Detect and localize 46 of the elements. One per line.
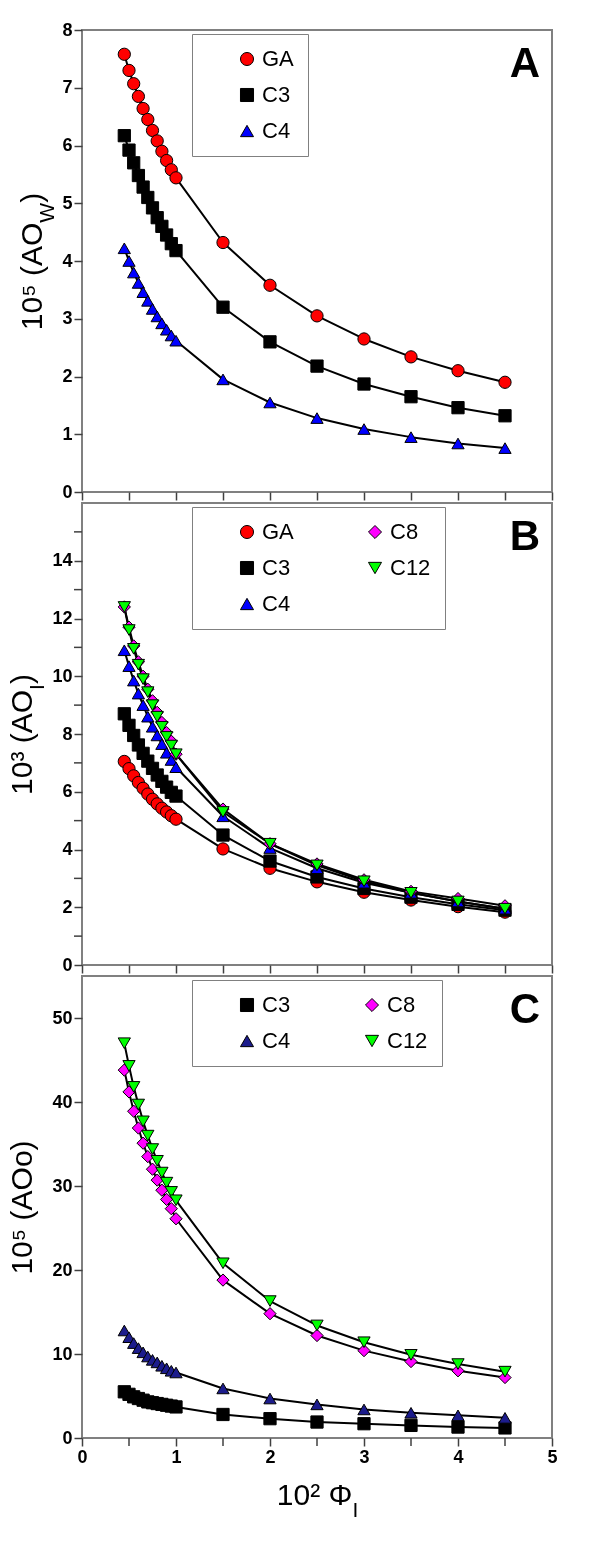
y-tick-label: 6: [62, 781, 73, 802]
legend-label: GA: [262, 519, 295, 544]
y-tick-label: 4: [62, 250, 73, 271]
legend-label: C3: [262, 82, 291, 107]
x-tick-label: 1: [171, 1446, 182, 1467]
legend-label: C4: [262, 591, 291, 616]
y-tick-label: 2: [62, 366, 73, 386]
annotation: A: [509, 39, 540, 86]
legend-label: GA: [262, 46, 295, 71]
legend-label: C3: [262, 555, 291, 580]
y-tick-label: 8: [62, 19, 73, 40]
x-tick-label: 4: [453, 1446, 464, 1467]
legend-label: C8: [387, 992, 416, 1017]
legend-label: C3: [262, 992, 291, 1017]
y-axis-title: 10⁵ (AOo): [5, 1140, 39, 1275]
x-tick-label: 2: [265, 1446, 276, 1467]
y-tick-label: 2: [62, 896, 73, 917]
y-tick-label: 5: [62, 192, 73, 213]
x-tick-label: 5: [547, 1446, 558, 1467]
y-tick-label: 12: [52, 608, 73, 628]
y-tick-label: 10: [52, 1343, 73, 1364]
legend-label: C4: [262, 118, 291, 143]
y-tick-label: 8: [62, 723, 73, 744]
y-tick-label: 20: [52, 1259, 73, 1280]
y-tick-label: 0: [62, 1427, 73, 1448]
annotation: C: [509, 985, 540, 1032]
x-axis-title: 10² Φ$_{I}$: [276, 1477, 359, 1520]
legend-label: C4: [262, 1028, 291, 1053]
y-tick-label: 30: [52, 1175, 73, 1196]
legend-label: C8: [390, 519, 419, 544]
y-tick-label: 0: [62, 481, 73, 502]
annotation: B: [509, 512, 540, 559]
y-tick-label: 4: [62, 839, 73, 859]
legend-label: C12: [387, 1028, 428, 1053]
x-tick-label: 0: [77, 1446, 88, 1467]
x-tick-label: 3: [359, 1446, 370, 1467]
y-tick-label: 6: [62, 135, 73, 155]
y-tick-label: 7: [62, 77, 73, 98]
y-tick-label: 10: [52, 665, 73, 686]
y-tick-label: 14: [52, 550, 73, 571]
y-tick-label: 50: [52, 1007, 73, 1028]
legend-label: C12: [390, 555, 431, 580]
y-tick-label: 40: [52, 1091, 73, 1112]
y-tick-label: 1: [62, 423, 73, 444]
y-tick-label: 3: [62, 308, 73, 329]
y-tick-label: 0: [62, 954, 73, 975]
